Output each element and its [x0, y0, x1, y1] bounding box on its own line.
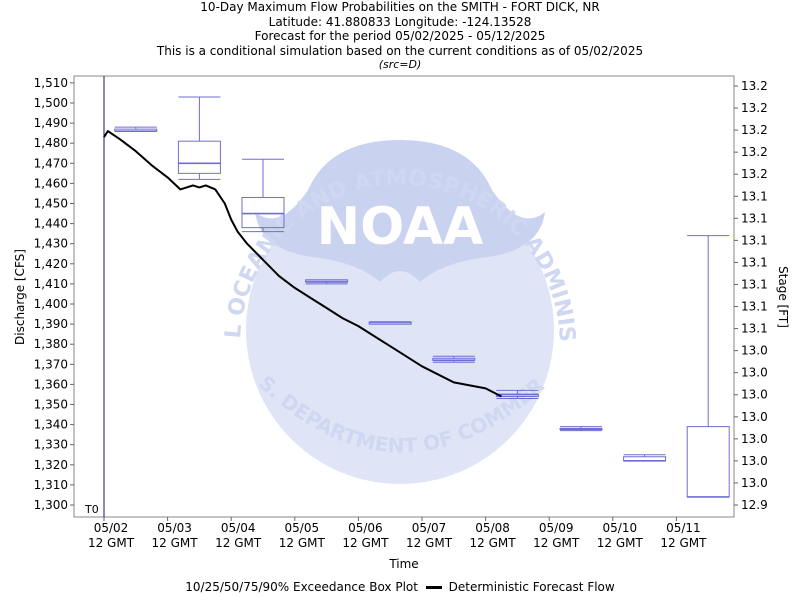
boxplot — [432, 355, 476, 363]
chart-forecast-period: Forecast for the period 05/02/2025 - 05/… — [254, 29, 546, 43]
y-tick-label: 1,320 — [34, 458, 68, 472]
y2-tick-label: 13.0 — [741, 432, 768, 446]
x-tick-date: 05/09 — [539, 521, 574, 535]
y2-tick-label: 13.2 — [741, 79, 768, 93]
boxplot — [305, 279, 349, 285]
boxplot — [368, 321, 412, 325]
y2-tick-label: 13.2 — [741, 101, 768, 115]
y-tick-label: 1,390 — [34, 317, 68, 331]
watermark-logo-text: NOAA — [317, 197, 484, 257]
x-tick-time: 12 GMT — [597, 536, 644, 550]
y-tick-label: 1,330 — [34, 438, 68, 452]
chart-simulation-note: This is a conditional simulation based o… — [156, 43, 644, 58]
t0-label: T0 — [84, 503, 99, 516]
y2-tick-label: 13.1 — [741, 322, 768, 336]
y-tick-label: 1,510 — [34, 76, 68, 90]
boxplot — [114, 126, 158, 132]
y-tick-label: 1,500 — [34, 96, 68, 110]
y2-tick-label: 13.2 — [741, 145, 768, 159]
boxplots — [114, 96, 730, 498]
y-tick-label: 1,380 — [34, 337, 68, 351]
boxplot — [559, 426, 603, 432]
y2-tick-label: 13.1 — [741, 300, 768, 314]
y2-axis-label: Stage [FT] — [776, 266, 790, 328]
y2-tick-label: 12.9 — [741, 498, 768, 512]
y-tick-label: 1,300 — [34, 498, 68, 512]
y2-tick-label: 13.1 — [741, 255, 768, 269]
x-tick-date: 05/10 — [603, 521, 638, 535]
x-tick-time: 12 GMT — [279, 536, 326, 550]
y-tick-label: 1,480 — [34, 136, 68, 150]
y-axis-label: Discharge [CFS] — [13, 249, 27, 345]
x-tick-time: 12 GMT — [342, 536, 389, 550]
plot-area — [73, 75, 735, 518]
y-tick-label: 1,340 — [34, 418, 68, 432]
chart-title-block: 10-Day Maximum Flow Probabilities on the… — [0, 0, 800, 73]
legend-boxplot-label: 10/25/50/75/90% Exceedance Box Plot — [185, 580, 418, 594]
y-tick-label: 1,310 — [34, 478, 68, 492]
x-tick-time: 12 GMT — [470, 536, 517, 550]
boxplot-box — [177, 140, 221, 174]
x-tick-date: 05/04 — [221, 521, 256, 535]
x-tick-date: 05/07 — [412, 521, 447, 535]
y-tick-label: 1,350 — [34, 398, 68, 412]
y-tick-label: 1,370 — [34, 357, 68, 371]
y2-tick-label: 13.2 — [741, 167, 768, 181]
y2-tick-label: 13.2 — [741, 123, 768, 137]
boxplot — [623, 454, 667, 462]
y2-tick-label: 13.0 — [741, 476, 768, 490]
y2-tick-label: 13.1 — [741, 189, 768, 203]
legend-line-swatch — [425, 586, 442, 589]
x-tick-time: 12 GMT — [406, 536, 453, 550]
chart-source: (src=D) — [378, 58, 422, 71]
boxplot-box — [686, 426, 730, 498]
y-tick-label: 1,360 — [34, 377, 68, 391]
x-axis-label: Time — [388, 557, 418, 571]
y-tick-label: 1,490 — [34, 116, 68, 130]
x-tick-time: 12 GMT — [533, 536, 580, 550]
x-tick-time: 12 GMT — [152, 536, 199, 550]
y2-tick-label: 13.0 — [741, 410, 768, 424]
x-tick-date: 05/03 — [157, 521, 192, 535]
forecast-flow-line — [103, 130, 502, 398]
y2-tick-label: 13.0 — [741, 366, 768, 380]
y2-tick-label: 13.1 — [741, 233, 768, 247]
y2-tick-label: 13.1 — [741, 277, 768, 291]
y-tick-label: 1,470 — [34, 156, 68, 170]
x-tick-time: 12 GMT — [88, 536, 135, 550]
x-tick-date: 05/06 — [348, 521, 383, 535]
x-tick-date: 05/11 — [666, 521, 701, 535]
boxplot — [686, 235, 730, 498]
x-tick-time: 12 GMT — [215, 536, 262, 550]
forecast-line-group — [103, 130, 502, 398]
y2-tick-label: 13.0 — [741, 454, 768, 468]
y-tick-label: 1,410 — [34, 277, 68, 291]
y-tick-label: 1,400 — [34, 297, 68, 311]
axes: 1,300 1,310 1,320 1,330 1,340 1,350 1,360 1,370… — [34, 76, 768, 550]
boxplot — [495, 389, 539, 399]
y2-tick-label: 13.1 — [741, 211, 768, 225]
x-tick-time: 12 GMT — [660, 536, 707, 550]
y-tick-label: 1,430 — [34, 237, 68, 251]
y-tick-label: 1,420 — [34, 257, 68, 271]
chart-legend: 10/25/50/75/90% Exceedance Box Plot Dete… — [0, 580, 800, 594]
chart-title: 10-Day Maximum Flow Probabilities on the… — [200, 0, 600, 14]
x-tick-date: 05/05 — [285, 521, 320, 535]
watermark-bird — [255, 140, 545, 282]
y2-tick-label: 13.0 — [741, 344, 768, 358]
noaa-watermark: NOAA NATIONAL OCEANIC AND ATMOSPHERIC AD… — [0, 0, 579, 484]
x-tick-date: 05/02 — [94, 521, 129, 535]
chart-coordinates: Latitude: 41.880833 Longitude: -124.1352… — [268, 14, 532, 29]
boxplot — [177, 96, 221, 180]
legend-line-label: Deterministic Forecast Flow — [448, 580, 615, 594]
boxplot — [241, 158, 285, 233]
boxplot-box — [241, 196, 285, 229]
y-tick-label: 1,440 — [34, 217, 68, 231]
y-tick-label: 1,460 — [34, 176, 68, 190]
y2-tick-label: 13.0 — [741, 388, 768, 402]
y-tick-label: 1,450 — [34, 197, 68, 211]
x-tick-date: 05/08 — [475, 521, 510, 535]
